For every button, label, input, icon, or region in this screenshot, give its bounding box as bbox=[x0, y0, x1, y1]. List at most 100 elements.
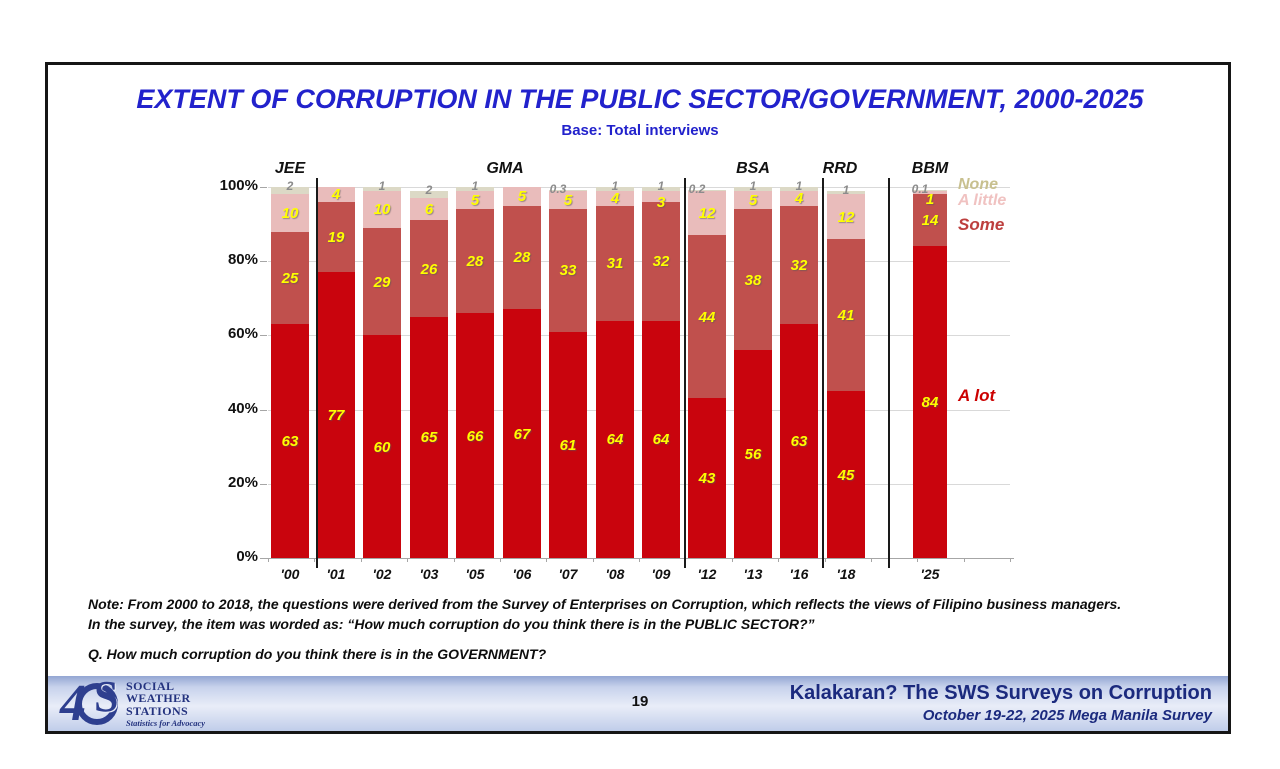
x-axis-label-12: '12 bbox=[697, 566, 717, 582]
bar-segment-18-none bbox=[827, 190, 865, 195]
bar-segment-18-some bbox=[827, 238, 865, 392]
bar-segment-08-some bbox=[596, 205, 634, 321]
value-label-09-a-lot: 64 bbox=[652, 431, 670, 449]
value-label-01-a-little: 4 bbox=[331, 186, 341, 204]
bar-segment-13-a-lot bbox=[734, 350, 772, 558]
x-axis-label-13: '13 bbox=[743, 566, 763, 582]
gridline-80 bbox=[268, 261, 1010, 263]
era-divider bbox=[888, 178, 890, 568]
y-axis-label-60: 60% bbox=[227, 325, 258, 343]
value-label-02-a-lot: 60 bbox=[373, 438, 391, 456]
y-axis-label-100: 100% bbox=[219, 177, 258, 194]
bar-segment-07-none bbox=[549, 189, 587, 191]
value-label-05-a-little: 5 bbox=[470, 191, 480, 209]
x-axis-label-01: '01 bbox=[326, 566, 346, 582]
era-label-bsa: BSA bbox=[736, 160, 770, 177]
bar-segment-03-a-lot bbox=[410, 316, 448, 558]
bar-segment-01-some bbox=[317, 201, 355, 273]
bar-segment-08-a-little bbox=[596, 190, 634, 206]
bar-segment-00-a-lot bbox=[271, 324, 309, 558]
x-axis-line bbox=[266, 558, 1014, 559]
axis-tick bbox=[546, 558, 548, 562]
bar-segment-12-a-little bbox=[688, 190, 726, 236]
bar-segment-25-a-little bbox=[913, 190, 947, 195]
y-axis-tick bbox=[260, 558, 267, 559]
value-label-02-some: 29 bbox=[373, 273, 391, 291]
x-axis-label-08: '08 bbox=[605, 566, 625, 582]
y-axis-tick bbox=[260, 483, 267, 485]
value-label-25-a-little: 1 bbox=[925, 190, 935, 208]
value-label-16-none: 1 bbox=[795, 179, 803, 193]
bar-segment-02-some bbox=[363, 227, 401, 336]
value-label-08-some: 31 bbox=[606, 255, 624, 273]
value-label-18-none: 1 bbox=[842, 182, 850, 197]
bar-segment-25-none bbox=[913, 190, 947, 192]
logo-org-line: WEATHER bbox=[126, 691, 191, 706]
bar-segment-07-a-little bbox=[549, 190, 587, 210]
era-divider bbox=[316, 178, 318, 568]
value-label-25-a-lot: 84 bbox=[921, 394, 939, 412]
footer-subtitle: October 19-22, 2025 Mega Manila Survey bbox=[922, 707, 1212, 724]
value-label-03-a-lot: 65 bbox=[420, 429, 438, 447]
value-label-25-none: 0.1 bbox=[911, 182, 929, 197]
value-label-03-a-little: 6 bbox=[424, 201, 434, 219]
y-axis-tick bbox=[260, 187, 267, 188]
axis-tick bbox=[360, 558, 362, 562]
x-axis-label-16: '16 bbox=[789, 566, 809, 582]
value-label-13-none: 1 bbox=[749, 179, 757, 193]
sws-logo-text: SOCIAL WEATHER STATIONS Statistics for A… bbox=[126, 680, 205, 729]
bar-segment-09-some bbox=[642, 201, 680, 321]
bar-segment-09-none bbox=[642, 187, 680, 191]
value-label-13-a-little: 5 bbox=[748, 191, 758, 209]
bar-segment-02-a-lot bbox=[363, 335, 401, 558]
value-label-01-some: 19 bbox=[327, 229, 345, 247]
value-label-12-a-lot: 43 bbox=[698, 470, 716, 488]
value-label-25-some: 14 bbox=[921, 212, 939, 230]
bar-segment-07-some bbox=[549, 209, 587, 332]
note-text: Note: From 2000 to 2018, the questions w… bbox=[88, 594, 1218, 635]
bar-segment-02-none bbox=[363, 187, 401, 191]
y-axis-tick bbox=[260, 409, 267, 411]
note-line-1: Note: From 2000 to 2018, the questions w… bbox=[88, 596, 1122, 612]
bar-segment-16-some bbox=[780, 205, 818, 325]
bar-segment-05-some bbox=[456, 209, 494, 314]
bar-segment-07-a-lot bbox=[549, 331, 587, 558]
bar-segment-12-a-lot bbox=[688, 398, 726, 558]
axis-tick bbox=[917, 558, 919, 562]
note-line-2: In the survey, the item was worded as: “… bbox=[88, 616, 815, 633]
axis-tick bbox=[268, 558, 269, 562]
bar-segment-03-none bbox=[410, 190, 448, 199]
bar-segment-01-a-lot bbox=[317, 272, 355, 558]
value-label-03-none: 2 bbox=[425, 182, 433, 197]
bar-segment-09-a-little bbox=[642, 190, 680, 202]
logo-ring-icon bbox=[76, 683, 118, 725]
gridline-20 bbox=[268, 483, 1010, 485]
x-axis-label-03: '03 bbox=[419, 566, 439, 582]
bar-segment-18-a-lot bbox=[827, 391, 865, 558]
value-label-00-some: 25 bbox=[281, 269, 299, 287]
x-axis-label-02: '02 bbox=[372, 566, 392, 582]
bar-segment-12-none bbox=[688, 189, 726, 191]
value-label-05-none: 1 bbox=[471, 179, 479, 193]
logo-org-line: SOCIAL bbox=[126, 678, 175, 693]
bar-segment-13-a-little bbox=[734, 190, 772, 210]
x-axis-label-25: '25 bbox=[920, 566, 940, 582]
value-label-06-some: 28 bbox=[513, 249, 531, 267]
value-label-16-a-little: 4 bbox=[794, 190, 804, 208]
value-label-02-none: 1 bbox=[378, 179, 386, 193]
x-axis-label-06: '06 bbox=[512, 566, 532, 582]
sws-logo-mark: 4 S bbox=[60, 675, 118, 730]
axis-tick bbox=[314, 558, 316, 562]
value-label-03-some: 26 bbox=[420, 260, 438, 278]
axis-tick bbox=[639, 558, 640, 562]
value-label-16-a-lot: 63 bbox=[790, 433, 808, 451]
era-label-jee: JEE bbox=[274, 160, 306, 177]
y-axis-label-80: 80% bbox=[227, 251, 258, 269]
bar-segment-05-a-little bbox=[456, 190, 494, 210]
bar-segment-25-some bbox=[913, 194, 947, 247]
y-axis-label-0: 0% bbox=[236, 548, 258, 565]
bar-segment-18-a-little bbox=[827, 194, 865, 239]
era-divider bbox=[684, 178, 686, 568]
